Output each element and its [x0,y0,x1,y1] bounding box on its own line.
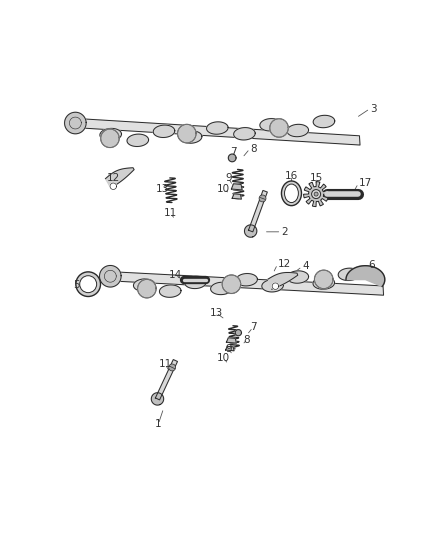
Polygon shape [177,124,196,143]
Text: 9: 9 [225,173,232,183]
Text: 11: 11 [164,208,177,219]
Text: 16: 16 [285,171,298,181]
Text: 1: 1 [155,419,162,429]
Polygon shape [314,270,333,288]
Polygon shape [236,273,258,286]
Ellipse shape [259,195,266,202]
Text: 15: 15 [310,173,323,183]
Text: 17: 17 [358,179,372,188]
Polygon shape [99,265,121,287]
Polygon shape [155,360,177,400]
Text: 13: 13 [155,184,169,193]
Text: 8: 8 [250,144,257,154]
Polygon shape [207,122,228,134]
Polygon shape [262,280,283,292]
Text: 8: 8 [244,335,250,345]
Polygon shape [304,182,328,207]
Ellipse shape [76,272,100,296]
Polygon shape [232,194,241,199]
Polygon shape [138,279,156,298]
Polygon shape [110,183,117,189]
Polygon shape [248,190,267,232]
Text: 10: 10 [217,184,230,195]
Polygon shape [228,154,236,161]
Text: 2: 2 [282,227,288,237]
Ellipse shape [282,181,301,206]
Text: 3: 3 [370,103,377,114]
Polygon shape [64,112,86,134]
Polygon shape [287,124,308,136]
Polygon shape [346,265,385,287]
Ellipse shape [169,364,176,371]
Polygon shape [231,184,242,190]
Text: 4: 4 [302,262,309,271]
Text: 7: 7 [250,322,256,332]
Polygon shape [244,225,257,237]
Polygon shape [127,134,148,147]
Polygon shape [101,129,119,148]
Polygon shape [180,131,202,143]
Polygon shape [338,268,360,280]
Polygon shape [222,275,240,294]
Polygon shape [185,276,206,288]
Polygon shape [75,118,360,145]
Polygon shape [153,125,175,138]
Text: 7: 7 [230,147,236,157]
Ellipse shape [285,184,298,203]
Text: 6: 6 [368,260,375,270]
Polygon shape [110,272,384,295]
Text: 12: 12 [107,173,120,183]
Text: 5: 5 [73,280,79,290]
Polygon shape [313,277,335,289]
Ellipse shape [314,192,318,196]
Text: 10: 10 [217,353,230,363]
Polygon shape [151,393,164,405]
Ellipse shape [80,276,97,293]
Ellipse shape [311,190,321,199]
Polygon shape [313,115,335,128]
Polygon shape [235,329,241,336]
Text: 11: 11 [159,359,172,369]
Polygon shape [233,127,255,140]
Text: 13: 13 [209,308,223,318]
Polygon shape [287,271,308,283]
Text: 12: 12 [278,259,291,269]
Polygon shape [106,168,134,188]
Polygon shape [268,272,298,289]
Polygon shape [100,128,121,141]
Polygon shape [260,118,281,131]
Polygon shape [226,346,234,351]
Polygon shape [159,285,181,297]
Text: 9: 9 [225,344,232,354]
Polygon shape [134,279,155,291]
Polygon shape [226,338,237,343]
Text: 14: 14 [169,270,182,280]
Polygon shape [211,282,232,295]
Polygon shape [272,283,279,289]
Polygon shape [270,119,288,137]
